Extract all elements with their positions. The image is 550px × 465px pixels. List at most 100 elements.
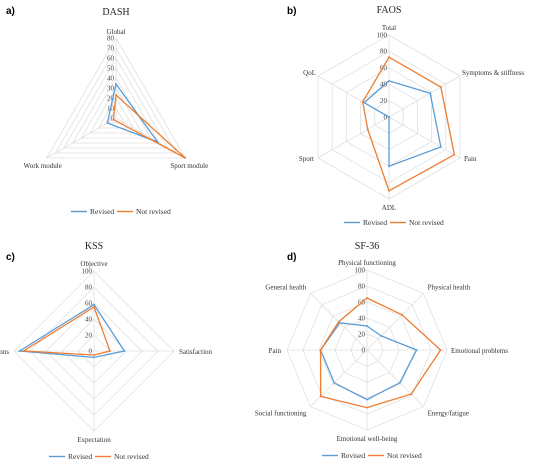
series-not-revised-line — [319, 297, 442, 409]
tick-label: 40 — [85, 315, 93, 323]
chart-title: KSS — [85, 241, 103, 252]
axis-spoke — [46, 117, 117, 159]
tick-label: 0 — [89, 347, 93, 355]
data-point-revised-symptoms-stiffness — [429, 92, 432, 95]
legend: Revised Not revised — [344, 218, 444, 227]
data-point-revised-general-health — [338, 321, 341, 324]
axis-spoke — [317, 116, 390, 159]
tick-label: 30 — [107, 84, 115, 92]
category-label-adl: ADL — [382, 204, 396, 212]
data-point-revised-physical-functioning — [366, 325, 368, 327]
data-point-not-revised-sport-module — [184, 157, 187, 159]
tick-label: 50 — [107, 64, 115, 72]
category-label-physical-functioning: Physical functioning — [338, 259, 396, 267]
data-point-not-revised-work-module — [112, 118, 115, 121]
data-point-revised-emotional-well-being — [366, 398, 368, 401]
data-point-revised-functions — [18, 350, 21, 352]
tick-label: 60 — [85, 299, 93, 307]
data-point-not-revised-emotional-problems — [439, 349, 442, 351]
axis-spoke — [388, 116, 461, 159]
tick-label: 20 — [107, 94, 115, 102]
legend-label-not-revised: Not revised — [409, 218, 444, 227]
tick-label: 0 — [384, 113, 388, 121]
grid-ring — [63, 57, 169, 149]
data-point-revised-pain — [439, 146, 442, 148]
legend-label-not-revised: Not revised — [114, 452, 149, 461]
data-point-revised-total — [388, 80, 390, 82]
legend-label-revised: Revised — [363, 218, 387, 227]
data-point-revised-social-functioning — [333, 381, 336, 384]
data-point-not-revised-social-functioning — [319, 395, 322, 398]
panel-letter: d) — [287, 252, 296, 263]
legend-label-revised: Revised — [90, 207, 114, 216]
tick-label: 80 — [107, 34, 115, 42]
axis-spoke — [366, 349, 424, 407]
data-point-not-revised-satisfaction — [109, 350, 111, 352]
tick-label: 80 — [85, 283, 93, 291]
series-not-revised-line — [112, 93, 186, 159]
data-point-revised-satisfaction — [123, 350, 126, 352]
data-point-not-revised-symptoms-stiffness — [439, 86, 442, 88]
grid-ring — [54, 47, 178, 154]
chart-title: SF-36 — [355, 241, 379, 252]
tick-label: 80 — [358, 282, 366, 290]
legend: Revised Not revised — [322, 451, 422, 460]
data-point-not-revised-global — [115, 94, 117, 96]
category-label-symptoms-stiffness: Symptoms & stiffness — [462, 69, 524, 77]
data-point-not-revised-pain — [453, 153, 456, 156]
legend-label-revised: Revised — [68, 452, 92, 461]
data-point-revised-expectation — [93, 356, 95, 359]
tick-label: 40 — [380, 81, 388, 89]
data-point-not-revised-physical-functioning — [366, 297, 368, 299]
data-point-revised-sport — [388, 116, 390, 118]
data-point-not-revised-emotional-well-being — [366, 406, 368, 409]
data-point-not-revised-energy-fatigue — [410, 393, 413, 396]
category-label-emotional-problems: Emotional problems — [451, 347, 508, 355]
axis-spoke — [310, 349, 368, 407]
grid-ring — [97, 97, 135, 129]
tick-label: 100 — [82, 267, 93, 275]
chart-title: DASH — [102, 7, 129, 18]
data-point-not-revised-general-health — [337, 320, 340, 323]
data-point-revised-physical-health — [380, 334, 383, 337]
category-label-general-health: General health — [265, 283, 307, 291]
legend: Revised Not revised — [71, 207, 171, 216]
category-label-total: Total — [382, 24, 396, 32]
tick-label: 40 — [107, 74, 115, 82]
data-point-not-revised-expectation — [93, 354, 95, 356]
category-label-pain: Pain — [464, 155, 477, 163]
axis-spoke — [388, 75, 461, 118]
tick-label: 100 — [355, 266, 366, 274]
data-point-not-revised-functions — [22, 350, 25, 352]
tick-label: 0 — [111, 114, 115, 122]
category-label-qol: QoL — [303, 69, 316, 77]
data-point-not-revised-objective — [93, 306, 95, 308]
legend-label-revised: Revised — [341, 451, 365, 460]
grid-ring — [89, 87, 143, 134]
category-label-energy-fatigue: Energy/fatigue — [428, 410, 469, 418]
tick-label: 20 — [380, 97, 388, 105]
category-label-satisfaction: Satisfaction — [179, 348, 213, 356]
tick-label: 60 — [107, 54, 115, 62]
panel-letter: b) — [287, 6, 296, 17]
tick-label: 0 — [362, 346, 366, 354]
data-point-revised-qol — [363, 101, 366, 104]
data-point-revised-global — [115, 83, 117, 85]
category-label-sport: Sport — [299, 155, 314, 163]
chart-title: FAOS — [377, 5, 402, 16]
category-label-physical-health: Physical health — [428, 283, 471, 291]
data-point-not-revised-pain — [319, 349, 322, 351]
tick-label: 20 — [358, 330, 366, 338]
legend: Revised Not revised — [49, 452, 149, 461]
grid-ring — [72, 67, 160, 144]
data-point-not-revised-qol — [361, 100, 364, 103]
category-label-global: Global — [106, 28, 125, 36]
tick-label: 60 — [380, 64, 388, 72]
data-point-revised-adl — [388, 165, 390, 168]
data-point-not-revised-adl — [388, 189, 390, 192]
category-label-emotional-well-being: Emotional well-being — [337, 435, 398, 443]
